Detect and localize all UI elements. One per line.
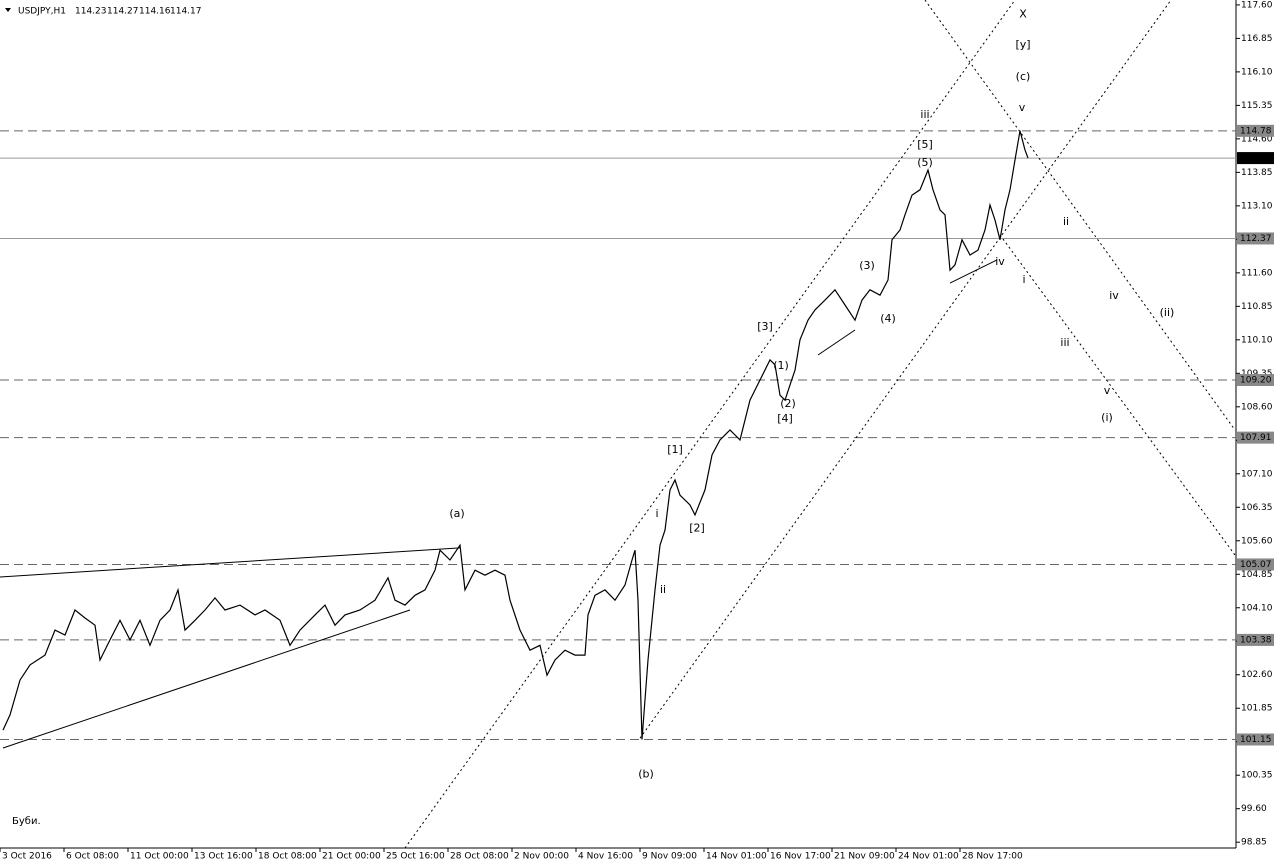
- wave-label: i: [1022, 273, 1025, 286]
- price-level-label: 105.07: [1240, 560, 1272, 570]
- y-tick-label: 104.85: [1241, 570, 1273, 580]
- x-tick-label: 11 Oct 00:00: [130, 852, 189, 862]
- wave-label: (5): [917, 156, 933, 169]
- trendline: [2, 609, 411, 749]
- wave-label: (a): [449, 507, 464, 520]
- trendline: [924, 0, 1236, 431]
- wave-label: [3]: [757, 320, 773, 333]
- x-tick-label: 2 Nov 00:00: [514, 852, 569, 862]
- wave-label: iv: [1109, 289, 1119, 302]
- price-level-label: 114.17: [1240, 154, 1272, 164]
- x-tick-label: 9 Nov 09:00: [642, 852, 697, 862]
- wave-label: v: [1104, 384, 1111, 397]
- x-tick-label: 18 Oct 08:00: [258, 852, 317, 862]
- trendline: [0, 547, 461, 578]
- symbol-marker: [5, 8, 11, 12]
- wave-label: ii: [1063, 215, 1069, 228]
- x-tick-label: 16 Nov 17:00: [770, 852, 831, 862]
- wave-label: (3): [859, 259, 875, 272]
- ohlc-close: 114.17: [170, 7, 202, 17]
- ohlc-high: 114.27: [107, 7, 139, 17]
- x-tick-label: 24 Nov 01:00: [898, 852, 959, 862]
- y-tick-label: 111.60: [1241, 268, 1273, 278]
- x-tick-label: 14 Nov 01:00: [706, 852, 767, 862]
- price-level-label: 103.38: [1240, 635, 1272, 645]
- caption: Буби.: [12, 816, 41, 827]
- y-tick-label: 117.60: [1241, 0, 1273, 10]
- x-tick-label: 13 Oct 16:00: [194, 852, 253, 862]
- y-tick-label: 100.35: [1241, 771, 1273, 781]
- y-tick-label: 102.60: [1241, 670, 1273, 680]
- wave-label: [4]: [777, 412, 793, 425]
- price-level-label: 114.78: [1240, 126, 1272, 136]
- ohlc-low: 114.16: [139, 7, 171, 17]
- symbol-title: USDJPY,H1: [18, 7, 66, 17]
- y-tick-label: 115.35: [1241, 101, 1273, 111]
- wave-label: (i): [1101, 411, 1113, 424]
- wave-label: iv: [995, 255, 1005, 268]
- wave-label: (ii): [1160, 306, 1175, 319]
- price-level-box: [1237, 374, 1274, 387]
- y-tick-label: 113.85: [1241, 168, 1273, 178]
- trendline: [639, 0, 1172, 739]
- price-level-label: 101.15: [1240, 735, 1272, 745]
- y-tick-label: 99.60: [1241, 804, 1267, 814]
- price-level-box: [1237, 431, 1274, 444]
- wave-label: [5]: [917, 138, 933, 151]
- y-tick-label: 116.85: [1241, 34, 1273, 44]
- price-level-label: 109.20: [1240, 376, 1272, 386]
- wave-label: [2]: [689, 521, 705, 534]
- y-tick-label: 116.10: [1241, 67, 1273, 77]
- x-tick-label: 6 Oct 08:00: [66, 852, 119, 862]
- x-tick-label: 28 Nov 17:00: [962, 852, 1023, 862]
- trendline: [817, 329, 856, 356]
- price-level-label: 107.91: [1240, 433, 1272, 443]
- wave-label: (4): [880, 312, 896, 325]
- trendline: [404, 0, 1016, 849]
- y-tick-label: 114.60: [1241, 134, 1273, 144]
- x-tick-label: 25 Oct 16:00: [386, 852, 445, 862]
- wave-label: [1]: [667, 443, 683, 456]
- price-level-box: [1237, 152, 1274, 165]
- y-tick-label: 105.60: [1241, 536, 1273, 546]
- wave-label: iii: [920, 108, 929, 121]
- price-level-box: [1237, 558, 1274, 571]
- y-tick-label: 109.35: [1241, 369, 1273, 379]
- price-level-label: 112.37: [1240, 234, 1272, 244]
- y-tick-label: 110.10: [1241, 335, 1273, 345]
- price-level-box: [1237, 633, 1274, 646]
- wave-label: X: [1019, 8, 1027, 21]
- wave-label: (2): [780, 397, 796, 410]
- wave-label: iii: [1060, 336, 1069, 349]
- x-tick-label: 3 Oct 2016: [2, 852, 52, 862]
- y-tick-label: 107.10: [1241, 469, 1273, 479]
- y-tick-label: 108.60: [1241, 402, 1273, 412]
- price-level-box: [1237, 733, 1274, 746]
- wave-label: ii: [660, 583, 666, 596]
- trendline: [999, 234, 1236, 556]
- wave-label: (b): [638, 767, 654, 780]
- wave-label: (c): [1016, 70, 1031, 83]
- wave-label: [y]: [1015, 38, 1030, 51]
- ohlc-open: 114.23: [75, 7, 107, 17]
- trendline: [949, 259, 998, 284]
- y-tick-label: 98.85: [1241, 838, 1267, 848]
- wave-label: i: [655, 507, 658, 520]
- x-tick-label: 21 Nov 09:00: [834, 852, 895, 862]
- x-tick-label: 21 Oct 00:00: [322, 852, 381, 862]
- y-tick-label: 104.10: [1241, 603, 1273, 613]
- price-level-box: [1237, 124, 1274, 137]
- y-tick-label: 106.35: [1241, 503, 1273, 513]
- x-tick-label: 28 Oct 08:00: [450, 852, 509, 862]
- y-tick-label: 113.10: [1241, 201, 1273, 211]
- price-line: [2, 130, 1029, 740]
- y-tick-label: 110.85: [1241, 302, 1273, 312]
- y-tick-label: 101.85: [1241, 704, 1273, 714]
- wave-label: (1): [773, 359, 789, 372]
- wave-label: v: [1019, 101, 1026, 114]
- x-tick-label: 4 Nov 16:00: [578, 852, 633, 862]
- price-level-box: [1237, 232, 1274, 245]
